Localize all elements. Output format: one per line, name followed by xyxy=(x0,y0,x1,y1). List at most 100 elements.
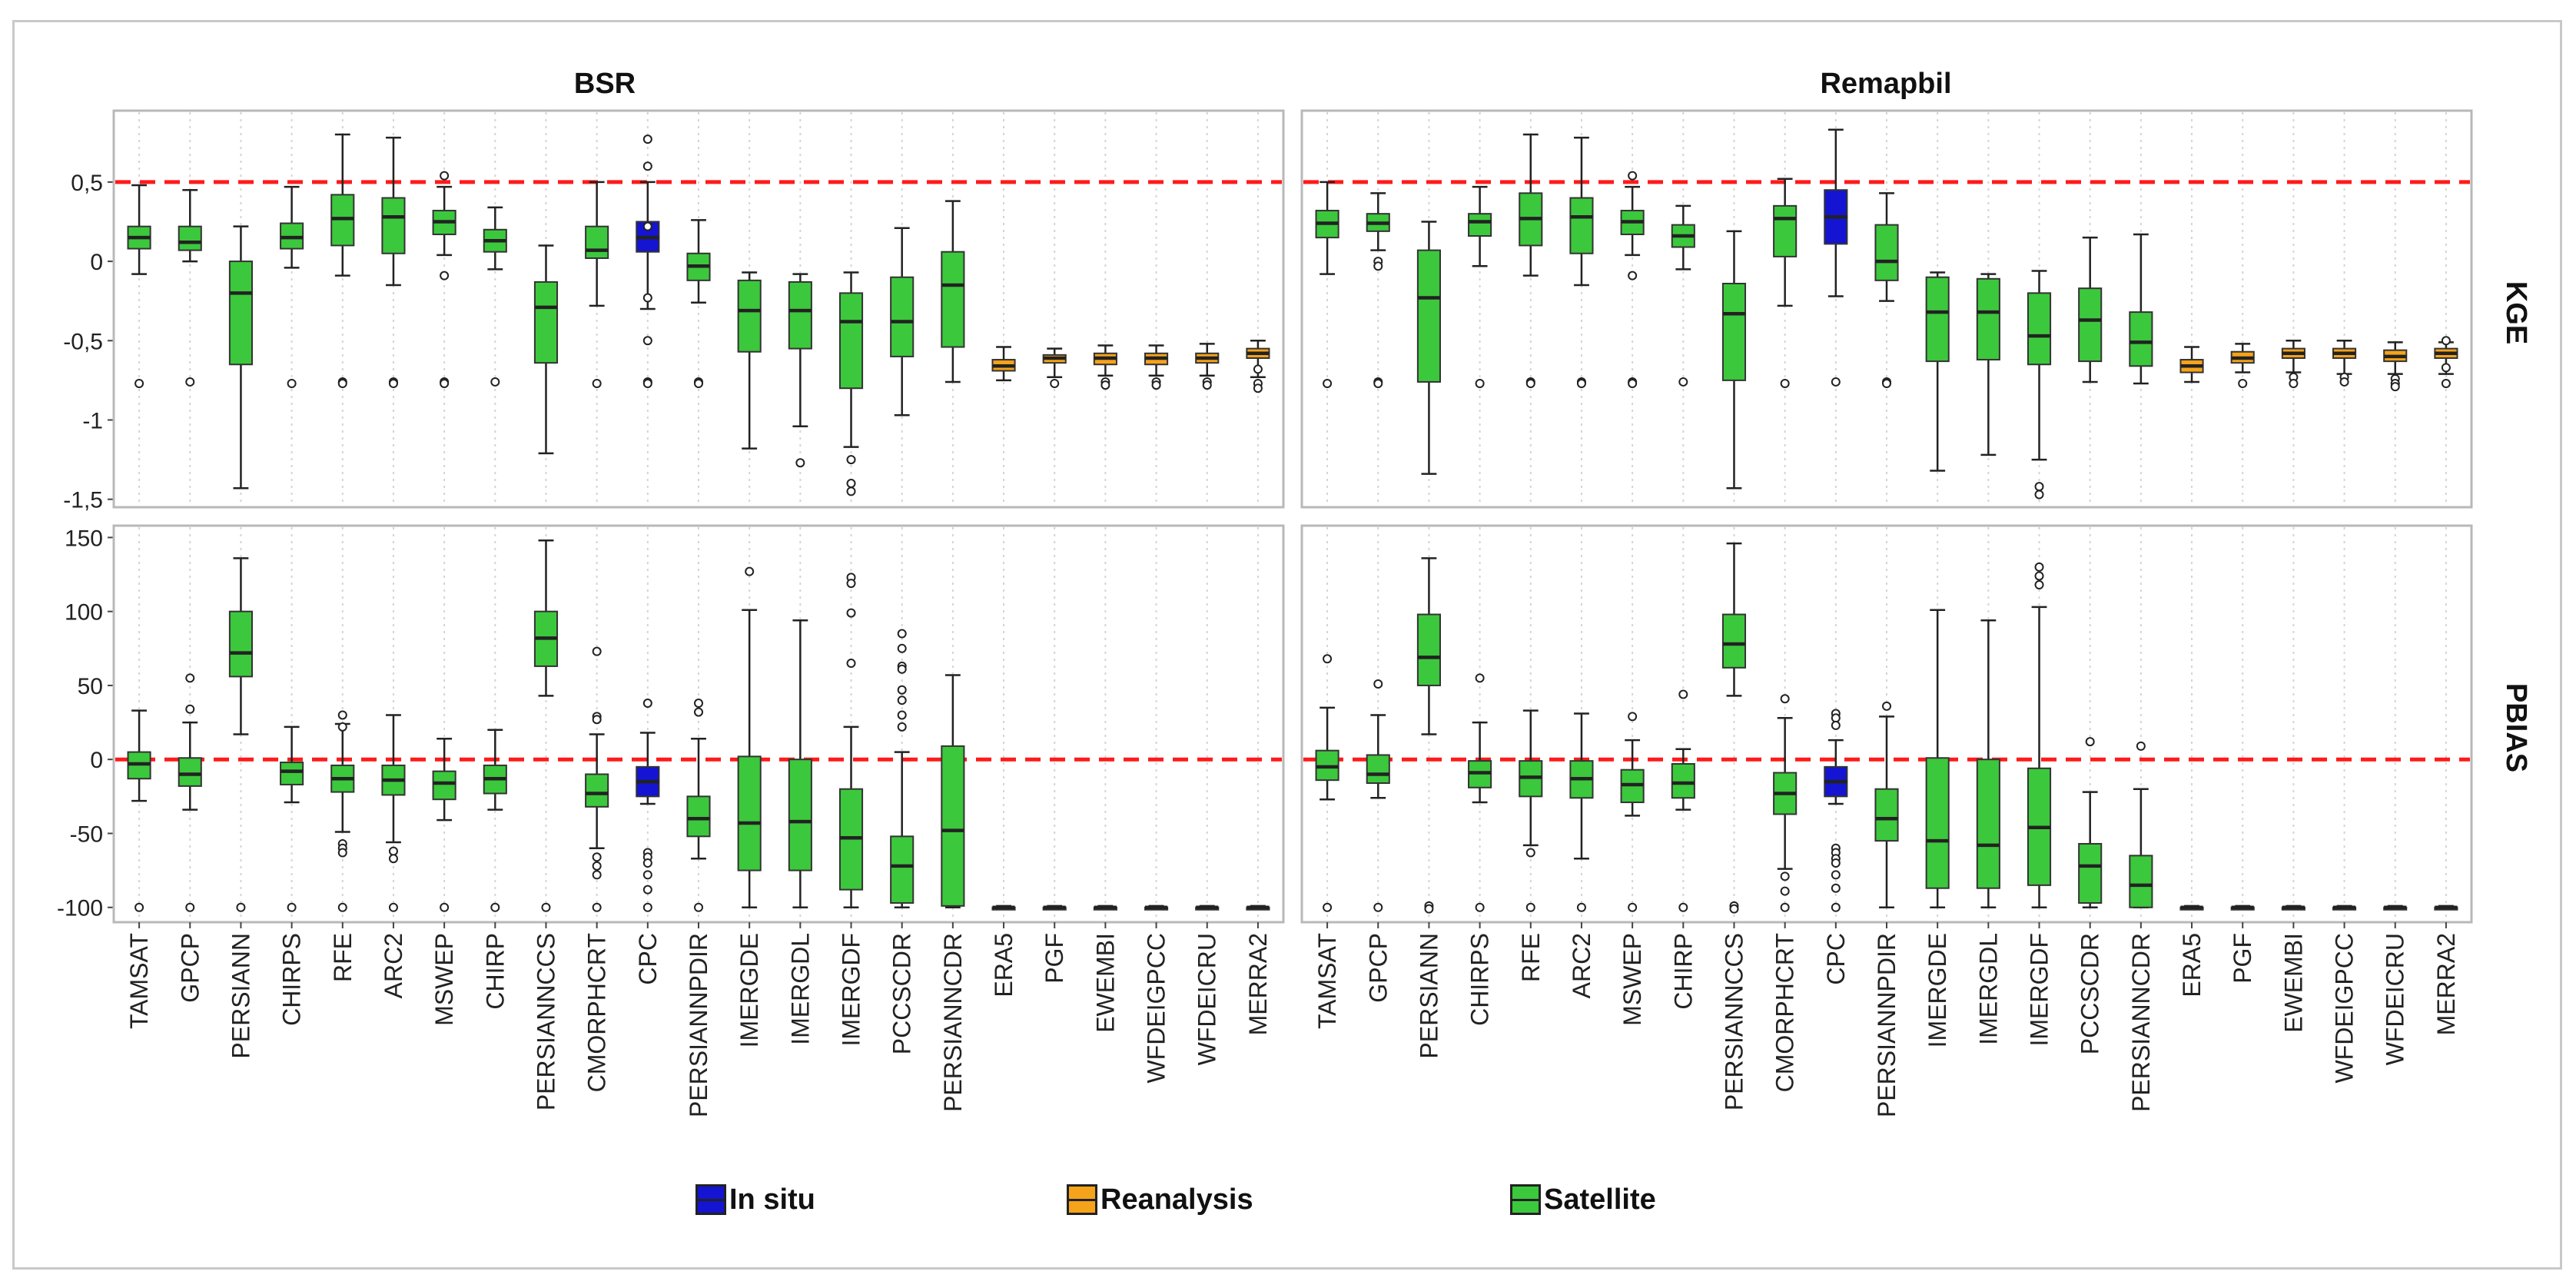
x-tick-label-bsr-merra2: MERRA2 xyxy=(1244,933,1272,1035)
iqr-box-pbias-remapbil-imergde xyxy=(1925,757,1950,889)
x-tick-label-bsr-chirp: CHIRP xyxy=(481,933,509,1010)
iqr-box-pbias-remapbil-persianncdr xyxy=(2129,855,2153,908)
outlier-pbias-bsr-pccscdr-3 xyxy=(897,664,907,674)
outlier-kge-bsr-persiannpdir-1 xyxy=(694,379,703,389)
outlier-kge-remapbil-mswep-1 xyxy=(1628,271,1638,281)
box-pbias-bsr-ewembi xyxy=(1093,905,1117,911)
box-kge-remapbil-imergde xyxy=(1925,271,1950,472)
x-tick-label-bsr-imergde: IMERGDE xyxy=(735,933,763,1047)
outlier-pbias-bsr-gpcp-2 xyxy=(185,902,195,912)
outlier-pbias-remapbil-mswep-0 xyxy=(1628,712,1638,722)
box-kge-remapbil-persiannpdir xyxy=(1874,192,1899,389)
box-pbias-bsr-rfe xyxy=(330,710,355,912)
x-tick-label-bsr-pccscdr: PCCSCDR xyxy=(888,933,916,1054)
x-tick-label-bsr-gpcp: GPCP xyxy=(176,933,204,1003)
outlier-kge-bsr-cpc-3 xyxy=(642,293,652,303)
box-kge-bsr-era5 xyxy=(991,346,1016,382)
x-tick-label-remapbil-wfdeicru: WFDEICRU xyxy=(2382,933,2409,1065)
y-tick-label-kge-2: -0,5 xyxy=(63,329,103,354)
iqr-box-kge-remapbil-arc2 xyxy=(1569,197,1594,254)
box-pbias-bsr-persiannccs xyxy=(533,539,559,912)
box-kge-remapbil-persianncdr xyxy=(2129,233,2153,385)
x-tick-label-bsr-imergdf: IMERGDF xyxy=(838,933,865,1047)
outlier-pbias-bsr-pccscdr-4 xyxy=(897,685,907,695)
outlier-pbias-bsr-cmorphcrt-5 xyxy=(592,870,602,880)
iqr-box-pbias-bsr-persiann xyxy=(228,610,253,678)
x-tick-label-bsr-wfdeicru: WFDEICRU xyxy=(1193,933,1221,1065)
iqr-box-kge-remapbil-imergde xyxy=(1925,276,1950,363)
iqr-box-pbias-bsr-cmorphcrt xyxy=(585,773,609,808)
box-kge-bsr-gpcp xyxy=(178,188,202,387)
box-kge-bsr-persiannpdir xyxy=(686,219,711,389)
x-tick-label-bsr-tamsat: TAMSAT xyxy=(125,933,153,1029)
outlier-pbias-bsr-tamsat-0 xyxy=(134,902,144,912)
x-tick-label-remapbil-merra2: MERRA2 xyxy=(2432,933,2460,1035)
legend: In situ Reanalysis Satellite xyxy=(0,1180,2576,1219)
box-kge-remapbil-chirps xyxy=(1468,185,1492,389)
outlier-kge-remapbil-rfe-1 xyxy=(1525,379,1535,389)
outlier-kge-bsr-tamsat-0 xyxy=(134,379,144,389)
outlier-pbias-bsr-cpc-6 xyxy=(642,902,652,912)
box-kge-remapbil-wfdeigpcc xyxy=(2332,340,2357,387)
outlier-pbias-bsr-imergdf-3 xyxy=(846,659,856,669)
outlier-kge-bsr-mswep-3 xyxy=(440,379,450,389)
outlier-pbias-remapbil-cmorphcrt-0 xyxy=(1780,694,1790,704)
panel-kge-bsr xyxy=(112,109,1285,509)
outlier-pbias-bsr-persiann-0 xyxy=(236,902,246,912)
outlier-pbias-bsr-cmorphcrt-2 xyxy=(592,715,602,725)
iqr-box-pbias-bsr-persianncdr xyxy=(941,745,965,907)
box-pbias-remapbil-arc2 xyxy=(1569,712,1594,912)
outlier-kge-remapbil-tamsat-0 xyxy=(1323,379,1333,389)
outlier-kge-bsr-imergdl-0 xyxy=(795,458,805,468)
box-pbias-bsr-pccscdr xyxy=(890,629,915,908)
iqr-box-pbias-bsr-imergde xyxy=(737,755,762,871)
outlier-kge-remapbil-pgf-0 xyxy=(2238,379,2248,389)
outlier-kge-remapbil-merra2-0 xyxy=(2441,336,2451,346)
outlier-pbias-remapbil-cpc-2 xyxy=(1831,720,1841,730)
outlier-pbias-bsr-gpcp-1 xyxy=(185,704,195,714)
box-pbias-bsr-gpcp xyxy=(178,673,202,912)
outlier-kge-remapbil-cmorphcrt-0 xyxy=(1780,379,1790,389)
outlier-pbias-bsr-pccscdr-7 xyxy=(897,722,907,732)
iqr-box-kge-bsr-persiann xyxy=(228,261,253,366)
iqr-box-kge-bsr-arc2 xyxy=(381,197,406,254)
box-pbias-remapbil-persiannccs xyxy=(1721,542,1747,914)
x-tick-label-remapbil-pccscdr: PCCSCDR xyxy=(2076,933,2104,1054)
box-kge-remapbil-persiannccs xyxy=(1721,230,1747,490)
outlier-pbias-remapbil-chirp-0 xyxy=(1678,689,1688,699)
box-kge-remapbil-tamsat xyxy=(1315,181,1339,389)
iqr-box-kge-bsr-imergdf xyxy=(838,292,864,390)
iqr-box-kge-bsr-imergdl xyxy=(788,281,812,350)
box-pbias-bsr-persiann xyxy=(228,557,253,912)
x-tick-label-bsr-rfe: RFE xyxy=(329,933,357,982)
outlier-pbias-remapbil-arc2-0 xyxy=(1576,902,1586,912)
x-tick-label-remapbil-arc2: ARC2 xyxy=(1568,933,1595,998)
box-kge-remapbil-merra2 xyxy=(2434,336,2458,389)
box-pbias-remapbil-imergdf xyxy=(2027,562,2052,908)
outlier-pbias-remapbil-rfe-0 xyxy=(1525,848,1535,858)
panel-pbias-remapbil xyxy=(1300,524,2473,924)
x-tick-label-remapbil-persiannpdir: PERSIANNPDIR xyxy=(1873,933,1900,1117)
box-kge-remapbil-imergdf xyxy=(2027,270,2052,500)
outlier-pbias-bsr-persiannpdir-0 xyxy=(694,699,703,709)
box-pbias-remapbil-persianncdr xyxy=(2129,741,2153,908)
y-tick-label-pbias-3: 0 xyxy=(90,748,103,773)
box-pbias-remapbil-mswep xyxy=(1620,712,1645,912)
box-kge-remapbil-chirp xyxy=(1671,204,1695,387)
box-kge-bsr-pccscdr xyxy=(890,227,915,417)
outlier-pbias-bsr-rfe-1 xyxy=(337,722,347,732)
y-tick-label-kge-3: -1 xyxy=(82,408,103,433)
box-kge-bsr-pgf xyxy=(1042,347,1067,389)
y-tick-label-kge-0: 0,5 xyxy=(71,171,103,196)
box-pbias-bsr-era5 xyxy=(991,905,1016,911)
x-tick-label-bsr-cmorphcrt: CMORPHCRT xyxy=(583,933,611,1092)
iqr-box-pbias-remapbil-chirp xyxy=(1671,762,1695,799)
y-tick-label-kge-4: -1,5 xyxy=(63,488,103,513)
outlier-pbias-remapbil-rfe-1 xyxy=(1525,902,1535,912)
box-kge-remapbil-mswep xyxy=(1620,171,1645,389)
outlier-kge-bsr-imergdf-1 xyxy=(846,479,856,489)
panel-border-kge-bsr xyxy=(112,109,1285,509)
box-pbias-remapbil-rfe xyxy=(1519,709,1543,912)
outlier-pbias-bsr-imergdf-1 xyxy=(846,579,856,589)
